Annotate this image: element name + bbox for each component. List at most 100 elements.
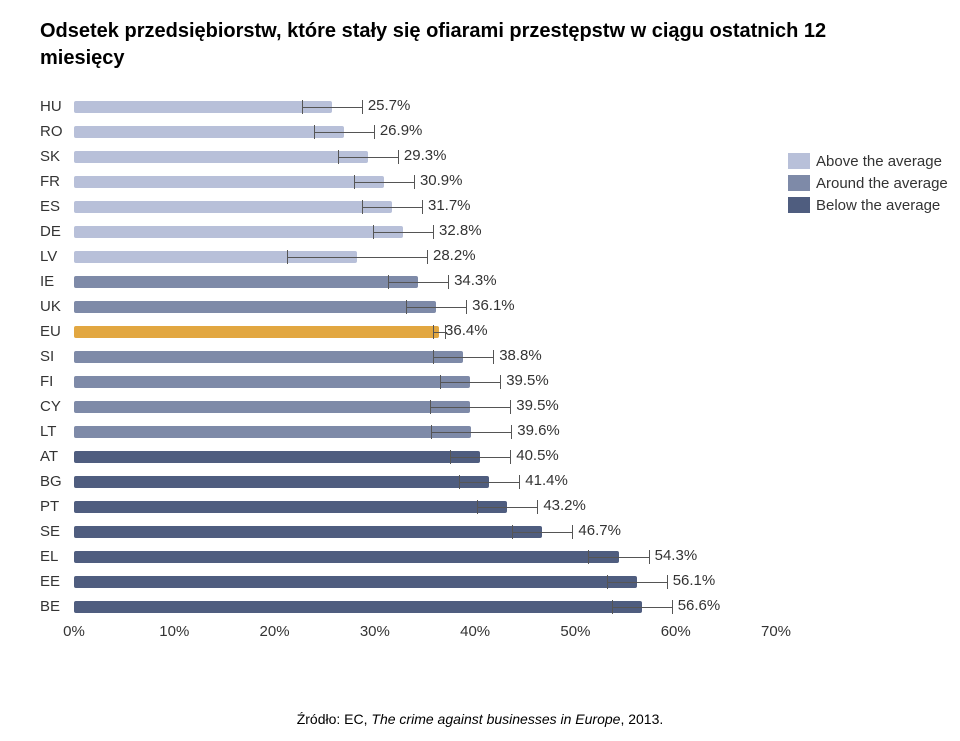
error-bar xyxy=(433,350,493,364)
x-tick: 0% xyxy=(63,623,85,640)
legend-item: Above the average xyxy=(788,150,948,172)
bar xyxy=(74,551,619,563)
bar xyxy=(74,376,470,388)
chart-row: LV 28.2% xyxy=(40,244,940,269)
bar-track: 31.7% xyxy=(74,194,776,219)
value-label: 41.4% xyxy=(525,472,568,489)
legend-label: Above the average xyxy=(816,153,942,170)
chart-row: BG 41.4% xyxy=(40,469,940,494)
value-label: 39.5% xyxy=(516,397,559,414)
x-tick: 50% xyxy=(560,623,590,640)
error-bar xyxy=(338,150,398,164)
country-code: HU xyxy=(40,98,74,115)
chart-row: PT43.2% xyxy=(40,494,940,519)
bar-track: 46.7% xyxy=(74,519,776,544)
error-bar xyxy=(406,300,466,314)
value-label: 36.4% xyxy=(445,322,488,339)
bar xyxy=(74,276,418,288)
source-line: Źródło: EC, The crime against businesses… xyxy=(0,711,960,727)
bar xyxy=(74,151,368,163)
country-code: EE xyxy=(40,573,74,590)
bar-track: 30.9% xyxy=(74,169,776,194)
bar-track: 43.2% xyxy=(74,494,776,519)
bar xyxy=(74,126,344,138)
country-code: PT xyxy=(40,498,74,515)
country-code: EU xyxy=(40,323,74,340)
error-bar xyxy=(430,400,510,414)
chart-row: DE 32.8% xyxy=(40,219,940,244)
bar-track: 39.5% xyxy=(74,369,776,394)
error-bar xyxy=(314,125,374,139)
value-label: 46.7% xyxy=(578,522,621,539)
bar-track: 28.2% xyxy=(74,244,776,269)
bar xyxy=(74,501,507,513)
error-bar xyxy=(287,250,427,264)
error-bar xyxy=(512,525,572,539)
bar-track: 40.5% xyxy=(74,444,776,469)
bar xyxy=(74,476,489,488)
country-code: RO xyxy=(40,123,74,140)
bar-track: 41.4% xyxy=(74,469,776,494)
country-code: UK xyxy=(40,298,74,315)
value-label: 25.7% xyxy=(368,97,411,114)
bar-track: 36.4% xyxy=(74,319,776,344)
value-label: 29.3% xyxy=(404,147,447,164)
value-label: 32.8% xyxy=(439,222,482,239)
bar xyxy=(74,526,542,538)
country-code: IE xyxy=(40,273,74,290)
value-label: 56.6% xyxy=(678,597,721,614)
bar-track: 26.9% xyxy=(74,119,776,144)
bar xyxy=(74,401,470,413)
bar xyxy=(74,301,436,313)
value-label: 31.7% xyxy=(428,197,471,214)
bar-track: 29.3% xyxy=(74,144,776,169)
country-code: LT xyxy=(40,423,74,440)
chart-row: EU 36.4% xyxy=(40,319,940,344)
country-code: BG xyxy=(40,473,74,490)
value-label: 28.2% xyxy=(433,247,476,264)
error-bar xyxy=(450,450,510,464)
bar xyxy=(74,176,384,188)
error-bar xyxy=(440,375,500,389)
bar xyxy=(74,351,463,363)
x-tick: 10% xyxy=(159,623,189,640)
country-code: SK xyxy=(40,148,74,165)
x-tick: 30% xyxy=(360,623,390,640)
legend: Above the averageAround the averageBelow… xyxy=(788,150,948,216)
country-code: EL xyxy=(40,548,74,565)
legend-item: Around the average xyxy=(788,172,948,194)
error-bar xyxy=(588,550,648,564)
bar-track: 25.7% xyxy=(74,94,776,119)
x-tick: 20% xyxy=(260,623,290,640)
chart-row: LT39.6% xyxy=(40,419,940,444)
bar xyxy=(74,101,332,113)
value-label: 56.1% xyxy=(673,572,716,589)
chart-row: RO26.9% xyxy=(40,119,940,144)
bar-track: 36.1% xyxy=(74,294,776,319)
bar-track: 56.6% xyxy=(74,594,776,619)
country-code: DE xyxy=(40,223,74,240)
bar-track: 34.3% xyxy=(74,269,776,294)
legend-swatch xyxy=(788,175,810,191)
value-label: 54.3% xyxy=(655,547,698,564)
country-code: SE xyxy=(40,523,74,540)
bar-track: 54.3% xyxy=(74,544,776,569)
bar-track: 32.8% xyxy=(74,219,776,244)
value-label: 38.8% xyxy=(499,347,542,364)
country-code: BE xyxy=(40,598,74,615)
source-title: The crime against businesses in Europe xyxy=(371,711,620,727)
country-code: CY xyxy=(40,398,74,415)
bar-track: 38.8% xyxy=(74,344,776,369)
country-code: AT xyxy=(40,448,74,465)
page-title: Odsetek przedsiębiorstw, które stały się… xyxy=(40,18,840,72)
error-bar xyxy=(373,225,433,239)
bar xyxy=(74,426,471,438)
country-code: LV xyxy=(40,248,74,265)
chart-row: HU 25.7% xyxy=(40,94,940,119)
country-code: FR xyxy=(40,173,74,190)
bar xyxy=(74,576,637,588)
error-bar xyxy=(433,325,445,339)
source-suffix: , 2013. xyxy=(620,711,663,727)
legend-label: Around the average xyxy=(816,175,948,192)
error-bar xyxy=(477,500,537,514)
